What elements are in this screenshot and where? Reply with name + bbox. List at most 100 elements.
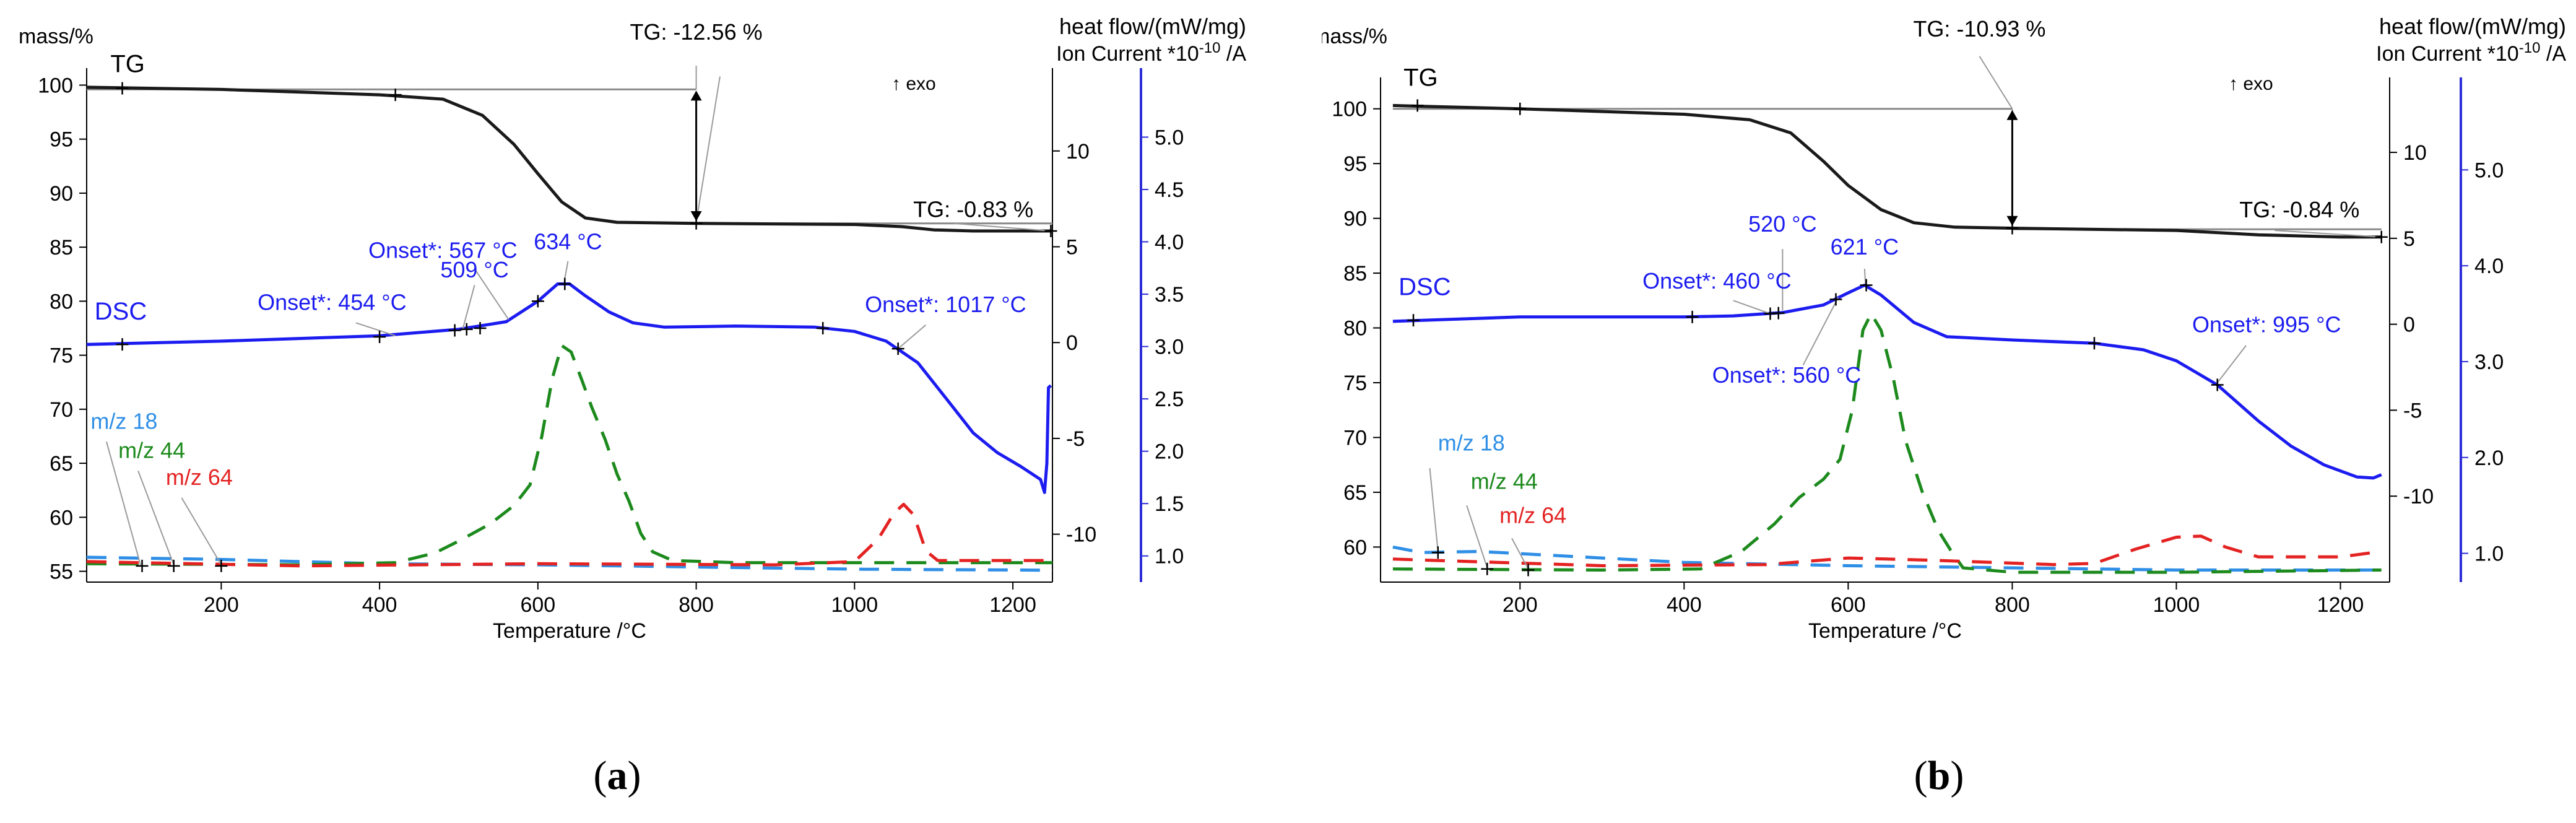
x-tick-label: 600 (1831, 593, 1866, 617)
data-marker (116, 338, 129, 351)
ion-tick-label: 1.0 (2474, 542, 2504, 566)
data-marker (389, 89, 402, 102)
data-marker (891, 342, 904, 355)
data-marker (167, 559, 180, 572)
series-dsc (86, 282, 1052, 494)
x-tick-label: 400 (1667, 593, 1702, 617)
annotation-leader (898, 324, 927, 349)
annotation-label: TG: -0.83 % (913, 196, 1033, 222)
annotation-label: m/z 18 (90, 408, 157, 433)
ion-tick-label: 1.0 (1155, 545, 1184, 568)
annotation-label: m/z 64 (1499, 502, 1566, 528)
ion-tick-label: 3.0 (1155, 336, 1184, 359)
mass-tick-label: 70 (1343, 426, 1367, 450)
figure-panel-b: 200 400 600 800 1000 1200 60 65 70 75 80 85 90 95 100-… (1322, 0, 2576, 823)
annotation-leader (106, 441, 141, 565)
mass-tick-label: 100 (1332, 98, 1367, 121)
series-dsc (1392, 284, 2382, 480)
data-marker (531, 295, 544, 308)
data-marker (2211, 378, 2224, 391)
ion-tick-label: 2.5 (1155, 388, 1184, 411)
data-marker (1407, 314, 1420, 327)
annotation-label: DSC (1399, 273, 1451, 300)
mass-tick-label: 75 (50, 344, 73, 368)
tg-step-arrowhead-up (690, 90, 702, 101)
mass-tick-label: 95 (1343, 152, 1367, 176)
heat-tick-label: 0 (2403, 313, 2415, 337)
heat-tick-label: 10 (2403, 141, 2427, 165)
data-marker (1686, 310, 1699, 323)
annotation-leader (1429, 468, 1439, 552)
x-tick-label: 800 (1995, 593, 2030, 617)
x-tick-label: 400 (362, 593, 397, 617)
annotation-label: m/z 44 (1471, 469, 1538, 494)
annotation-label: Onset*: 1017 °C (865, 292, 1026, 317)
data-marker (817, 322, 830, 334)
annotation-leader (1802, 297, 1839, 366)
data-marker (2375, 230, 2388, 243)
ion-tick-label: 4.0 (2474, 255, 2504, 278)
x-tick-label: 800 (679, 593, 714, 617)
heat-flow-axis-label: heat flow/(mW/mg) (1059, 14, 1246, 39)
annotation-label: TG (1403, 64, 1438, 92)
mass-tick-label: 65 (50, 452, 73, 476)
mass-tick-label: 80 (50, 290, 73, 313)
x-tick-label: 200 (204, 593, 239, 617)
tg-step-arrowhead-down (690, 211, 702, 222)
data-marker (1860, 279, 1873, 292)
annotation-leader (137, 470, 175, 565)
data-marker (448, 324, 461, 337)
annotation-label: Onset*: 460 °C (1642, 268, 1792, 294)
ion-tick-label: 4.5 (1155, 178, 1184, 202)
x-tick-label: 1200 (989, 593, 1036, 617)
annotation-label: 621 °C (1831, 234, 1899, 259)
caption-b: (b) (1914, 753, 1964, 798)
chart-a: 200 400 600 800 1000 120055606570758085909510… (19, 14, 1246, 643)
x-tick-label: 1000 (2153, 593, 2200, 617)
x-tick-label: 1000 (831, 593, 878, 617)
data-marker (1044, 224, 1057, 237)
heat-tick-label: -5 (1066, 427, 1085, 451)
mass-tick-label: 85 (1343, 262, 1367, 285)
exo-indicator: ↑ exo (2229, 74, 2273, 94)
series-tg (86, 85, 1052, 233)
data-marker (690, 217, 703, 230)
mass-axis-label: mass/% (1322, 25, 1387, 48)
data-marker (2088, 337, 2101, 350)
heat-tick-label: 5 (1066, 235, 1078, 259)
mass-tick-label: 100 (38, 74, 73, 97)
mass-tick-label: 90 (50, 182, 73, 206)
ion-tick-label: 4.0 (1155, 231, 1184, 255)
x-tick-label: 1200 (2317, 593, 2364, 617)
ion-tick-label: 3.5 (1155, 283, 1184, 307)
data-marker (136, 559, 149, 572)
heat-tick-label: 5 (2403, 227, 2415, 251)
annotation-label: 634 °C (534, 229, 602, 255)
annotation-label: m/z 64 (166, 464, 233, 490)
data-marker (116, 82, 129, 95)
mass-tick-label: 90 (1343, 207, 1367, 231)
tg-step-arrowhead-down (2006, 216, 2018, 226)
mass-tick-label: 95 (50, 128, 73, 152)
chart-b: 200 400 600 800 1000 12006065707580859095100-… (1322, 14, 2566, 643)
data-marker (460, 323, 473, 336)
annotation-label: TG: -10.93 % (1913, 16, 2045, 41)
ion-tick-label: 1.5 (1155, 492, 1184, 516)
annotation-label: m/z 18 (1438, 430, 1505, 456)
annotation-leader (953, 222, 1051, 232)
annotation-label: TG (110, 51, 145, 78)
annotation-label: 520 °C (1748, 211, 1816, 237)
tg-step-arrowhead-up (2006, 110, 2018, 120)
series-tg (1392, 103, 2382, 239)
series-m-z-64 (1392, 534, 2382, 567)
annotation-label: Onset*: 995 °C (2192, 312, 2341, 337)
ion-current-axis-label: Ion Current *10-10 /A (1056, 40, 1246, 66)
data-marker (373, 330, 386, 343)
annotation-leader (355, 322, 396, 337)
annotation-label: Onset*: 567 °C (368, 238, 518, 263)
x-axis-label: Temperature /°C (493, 619, 646, 643)
figure-panel-a: 200 400 600 800 1000 1200 55 60 65 70 75 80 85 90 95 10… (0, 0, 1269, 823)
series-m-z-44 (1392, 312, 2382, 574)
series-m-z-64 (86, 502, 1052, 568)
data-marker (1772, 307, 1785, 320)
